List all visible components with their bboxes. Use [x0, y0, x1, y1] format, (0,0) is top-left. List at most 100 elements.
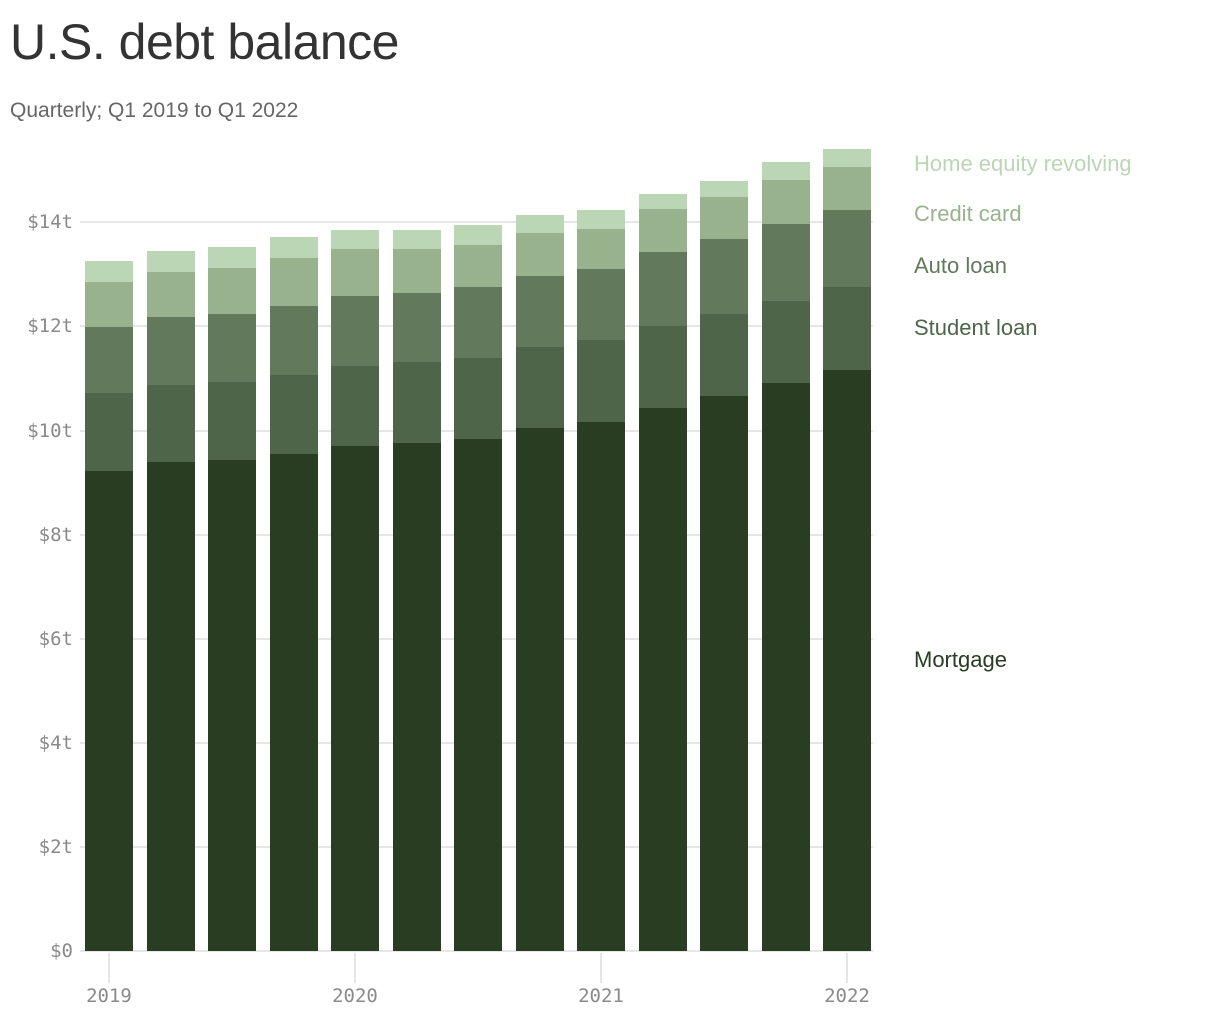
bar-q1-2022[interactable]	[823, 0, 871, 951]
bar-q3-2019[interactable]	[208, 0, 256, 951]
bar-segment-mortgage[interactable]	[331, 446, 379, 951]
bar-segment-auto-loan[interactable]	[85, 326, 133, 393]
bar-segment-auto-loan[interactable]	[331, 296, 379, 366]
bar-segment-mortgage[interactable]	[823, 370, 871, 951]
bar-segment-credit-card[interactable]	[331, 249, 379, 297]
bar-segment-home-equity-revolving[interactable]	[454, 225, 502, 245]
bar-segment-mortgage[interactable]	[454, 438, 502, 951]
bar-segment-student-loan[interactable]	[146, 385, 195, 463]
x-tick-mark	[108, 953, 110, 983]
y-tick-label: $14t	[27, 211, 73, 234]
bar-segment-home-equity-revolving[interactable]	[515, 215, 564, 234]
bar-segment-home-equity-revolving[interactable]	[269, 236, 318, 258]
bar-segment-auto-loan[interactable]	[392, 292, 441, 362]
bar-segment-credit-card[interactable]	[638, 209, 687, 253]
bar-segment-auto-loan[interactable]	[638, 252, 687, 327]
bar-segment-student-loan[interactable]	[392, 361, 441, 443]
bar-segment-home-equity-revolving[interactable]	[577, 210, 625, 229]
bar-segment-credit-card[interactable]	[515, 233, 564, 277]
bar-segment-student-loan[interactable]	[700, 313, 748, 397]
bar-segment-credit-card[interactable]	[700, 196, 748, 239]
bar-q2-2020[interactable]	[392, 0, 441, 951]
bar-segment-home-equity-revolving[interactable]	[638, 194, 687, 210]
bar-segment-student-loan[interactable]	[454, 357, 502, 439]
bar-segment-auto-loan[interactable]	[146, 317, 195, 386]
bar-segment-auto-loan[interactable]	[269, 305, 318, 375]
bar-segment-credit-card[interactable]	[269, 257, 318, 306]
bar-segment-mortgage[interactable]	[577, 422, 625, 951]
bar-segment-student-loan[interactable]	[761, 300, 810, 384]
chart-title: U.S. debt balance	[10, 14, 400, 70]
y-tick-label: $2t	[38, 835, 73, 858]
bar-segment-credit-card[interactable]	[454, 244, 502, 287]
bar-q1-2019[interactable]	[85, 0, 133, 951]
bar-segment-home-equity-revolving[interactable]	[761, 162, 810, 180]
bar-segment-credit-card[interactable]	[577, 228, 625, 269]
bar-segment-home-equity-revolving[interactable]	[85, 261, 133, 283]
x-tick-label: 2020	[332, 985, 378, 1007]
bar-segment-mortgage[interactable]	[638, 407, 687, 951]
bar-segment-auto-loan[interactable]	[515, 276, 564, 348]
bar-segment-credit-card[interactable]	[392, 249, 441, 293]
bar-q4-2019[interactable]	[269, 0, 318, 951]
y-tick-label: $10t	[27, 419, 73, 442]
gridline	[80, 950, 873, 952]
bar-segment-home-equity-revolving[interactable]	[208, 247, 256, 269]
bar-segment-auto-loan[interactable]	[577, 268, 625, 341]
bar-segment-auto-loan[interactable]	[761, 223, 810, 301]
bar-segment-mortgage[interactable]	[208, 460, 256, 951]
bar-segment-student-loan[interactable]	[208, 382, 256, 461]
bar-segment-home-equity-revolving[interactable]	[331, 229, 379, 250]
bar-segment-credit-card[interactable]	[823, 166, 871, 210]
bar-segment-student-loan[interactable]	[638, 326, 687, 408]
bar-segment-student-loan[interactable]	[331, 365, 379, 447]
bar-segment-mortgage[interactable]	[700, 396, 748, 951]
bar-segment-auto-loan[interactable]	[454, 286, 502, 358]
x-tick-label: 2022	[824, 985, 870, 1007]
bar-segment-home-equity-revolving[interactable]	[146, 251, 195, 273]
bar-segment-credit-card[interactable]	[761, 179, 810, 224]
bar-segment-student-loan[interactable]	[85, 393, 133, 472]
bar-segment-auto-loan[interactable]	[700, 238, 748, 314]
bar-segment-home-equity-revolving[interactable]	[700, 180, 748, 197]
legend-label-student-loan: Student loan	[914, 315, 1038, 340]
bar-segment-mortgage[interactable]	[146, 462, 195, 951]
x-tick-label: 2021	[578, 985, 624, 1007]
bar-q1-2021[interactable]	[577, 0, 625, 951]
bar-segment-mortgage[interactable]	[515, 428, 564, 951]
bar-q1-2020[interactable]	[331, 0, 379, 951]
y-tick-label: $6t	[38, 627, 73, 650]
bar-segment-credit-card[interactable]	[208, 268, 256, 314]
bar-q2-2019[interactable]	[146, 0, 195, 951]
y-tick-label: $0	[50, 940, 73, 962]
bar-segment-credit-card[interactable]	[85, 282, 133, 327]
bar-q4-2020[interactable]	[515, 0, 564, 951]
x-tick-mark	[354, 953, 356, 983]
bar-segment-mortgage[interactable]	[392, 442, 441, 951]
bar-q4-2021[interactable]	[761, 0, 810, 951]
chart-subtitle: Quarterly; Q1 2019 to Q1 2022	[10, 99, 299, 122]
bar-q3-2020[interactable]	[454, 0, 502, 951]
legend-label-mortgage: Mortgage	[914, 647, 1007, 672]
bar-segment-home-equity-revolving[interactable]	[392, 229, 441, 250]
x-tick-mark	[846, 953, 848, 983]
y-tick-label: $8t	[38, 523, 73, 546]
bar-segment-mortgage[interactable]	[269, 453, 318, 951]
bar-q3-2021[interactable]	[700, 0, 748, 951]
bar-segment-auto-loan[interactable]	[823, 209, 871, 287]
bar-segment-home-equity-revolving[interactable]	[823, 149, 871, 167]
bar-segment-student-loan[interactable]	[577, 340, 625, 423]
bar-segment-mortgage[interactable]	[85, 471, 133, 951]
bar-segment-student-loan[interactable]	[515, 347, 564, 429]
bar-segment-auto-loan[interactable]	[208, 313, 256, 383]
legend-label-home-equity-revolving: Home equity revolving	[914, 151, 1132, 176]
bar-q2-2021[interactable]	[638, 0, 687, 951]
bar-segment-student-loan[interactable]	[269, 374, 318, 454]
bar-segment-student-loan[interactable]	[823, 286, 871, 371]
bar-segment-mortgage[interactable]	[761, 383, 810, 951]
x-tick-label: 2019	[86, 985, 132, 1007]
bar-segment-credit-card[interactable]	[146, 272, 195, 318]
y-tick-label: $12t	[27, 315, 73, 338]
x-tick-mark	[600, 953, 602, 983]
